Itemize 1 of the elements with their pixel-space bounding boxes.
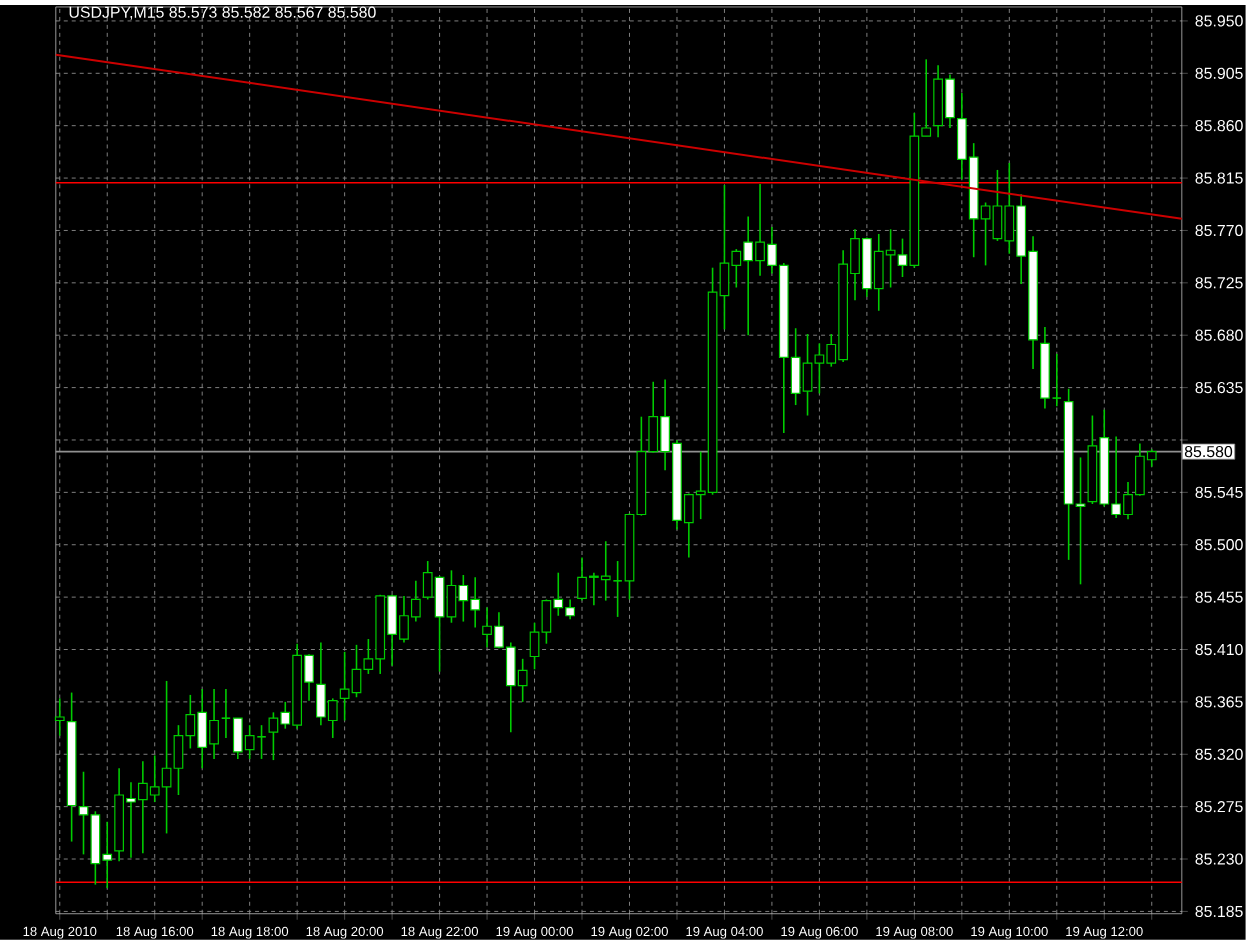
candlestick [54,697,65,737]
